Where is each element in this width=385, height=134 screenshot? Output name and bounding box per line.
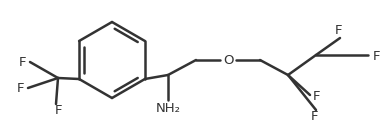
Text: F: F <box>313 90 321 103</box>
Text: F: F <box>54 105 62 118</box>
Text: NH₂: NH₂ <box>156 103 181 116</box>
Text: F: F <box>17 83 25 96</box>
Text: F: F <box>372 49 380 62</box>
Text: O: O <box>223 53 233 66</box>
Text: F: F <box>335 25 343 38</box>
Text: F: F <box>310 111 318 124</box>
Text: F: F <box>19 55 27 68</box>
